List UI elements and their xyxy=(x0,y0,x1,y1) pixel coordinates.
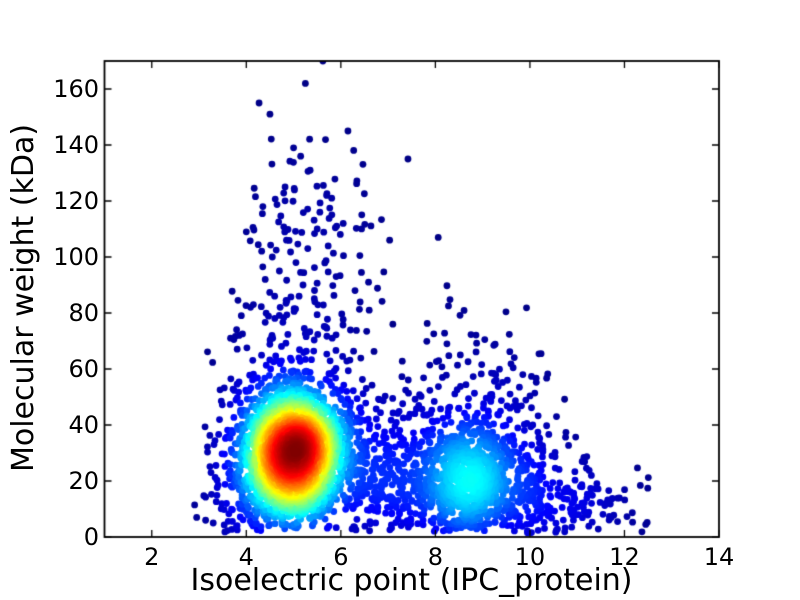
y-tick-label-140: 140 xyxy=(53,131,99,159)
x-tick-label-2: 2 xyxy=(144,543,160,571)
x-tick-label-14: 14 xyxy=(703,543,735,571)
y-tick-label-120: 120 xyxy=(53,187,99,215)
y-tick-label-20: 20 xyxy=(68,467,99,495)
y-tick-label-100: 100 xyxy=(53,243,99,271)
x-tick-label-12: 12 xyxy=(609,543,640,571)
y-tick-label-40: 40 xyxy=(68,411,99,439)
y-tick-label-80: 80 xyxy=(68,299,99,327)
y-tick-label-60: 60 xyxy=(68,355,99,383)
x-axis-label: Isoelectric point (IPC_protein) xyxy=(190,563,633,598)
x-tick-label-10: 10 xyxy=(514,543,546,571)
y-tick-label-160: 160 xyxy=(53,75,99,103)
y-tick-label-0: 0 xyxy=(83,523,99,551)
x-tick-label-8: 8 xyxy=(427,543,444,571)
x-tick-label-4: 4 xyxy=(238,543,254,571)
x-tick-label-6: 6 xyxy=(333,543,349,571)
